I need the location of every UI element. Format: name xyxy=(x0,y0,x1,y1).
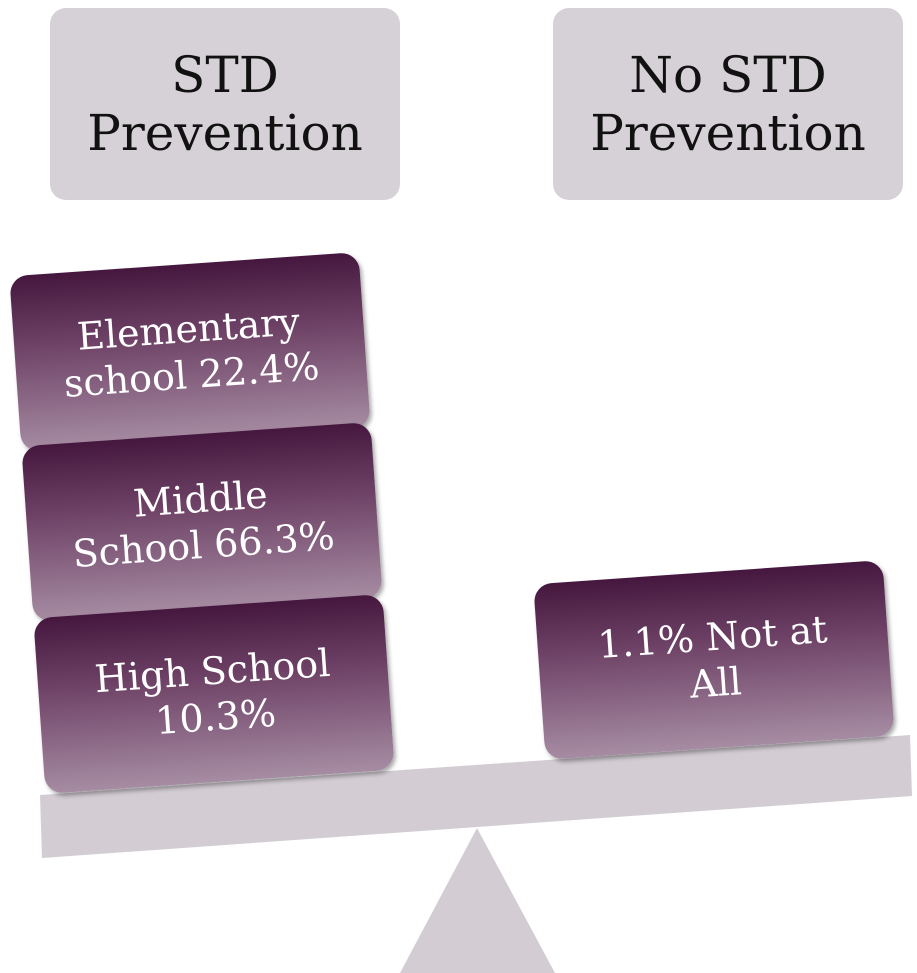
fulcrum xyxy=(400,828,555,973)
header-line: Prevention xyxy=(87,104,363,162)
item-line: All xyxy=(688,659,743,707)
beam xyxy=(40,735,912,858)
right-header: No STD Prevention xyxy=(553,8,903,200)
item-box: High School 10.3% xyxy=(33,594,395,794)
item-box: Middle School 66.3% xyxy=(21,422,383,622)
item-line: School 66.3% xyxy=(71,513,337,577)
header-line: STD xyxy=(171,46,279,104)
item-line: 1.1% Not at xyxy=(596,607,829,668)
header-line: No STD xyxy=(629,46,827,104)
item-line: High School xyxy=(93,640,332,702)
item-box: 1.1% Not at All xyxy=(533,560,895,760)
item-box: Elementary school 22.4% xyxy=(9,252,371,452)
item-line: 10.3% xyxy=(153,690,278,744)
header-line: Prevention xyxy=(590,104,866,162)
left-header: STD Prevention xyxy=(50,8,400,200)
